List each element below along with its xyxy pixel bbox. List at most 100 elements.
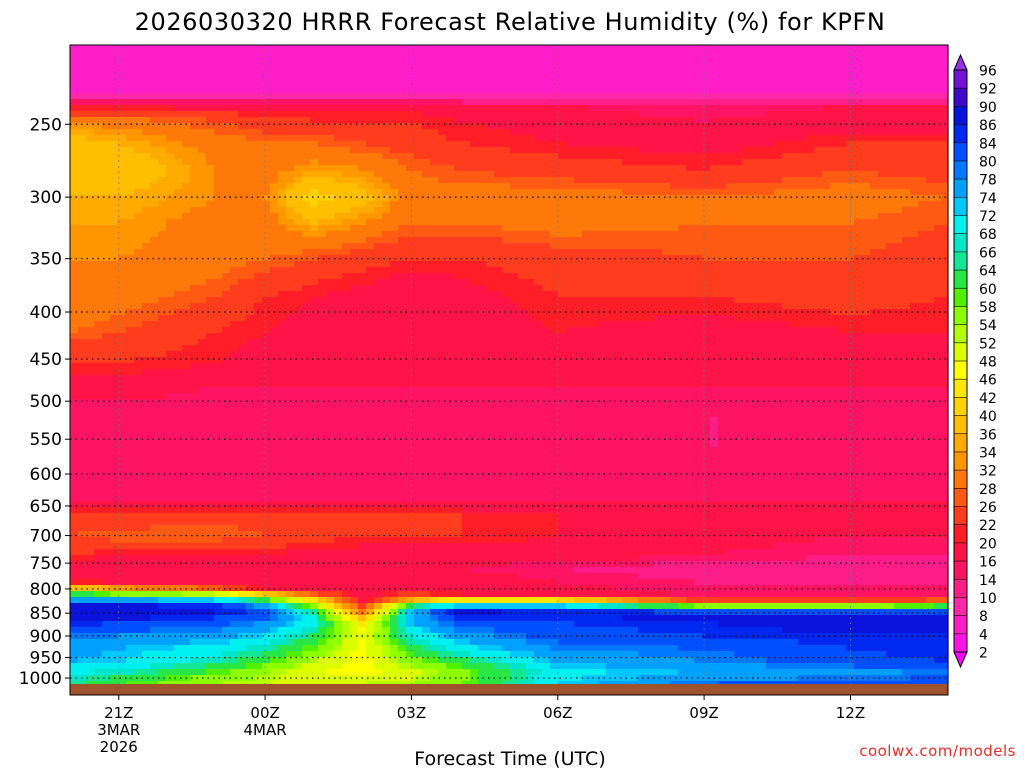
rh-cell: [126, 297, 135, 304]
rh-cell: [374, 195, 383, 202]
rh-cell: [94, 207, 103, 214]
rh-cell: [102, 537, 111, 544]
rh-cell: [438, 171, 447, 178]
rh-cell: [86, 447, 95, 454]
rh-cell: [286, 123, 295, 130]
rh-cell: [70, 375, 79, 382]
rh-cell: [350, 471, 359, 478]
rh-cell: [94, 201, 103, 208]
rh-cell: [382, 351, 391, 358]
rh-cell: [94, 393, 103, 400]
rh-cell: [206, 501, 215, 508]
rh-cell: [430, 339, 439, 346]
rh-cell: [438, 213, 447, 220]
rh-cell: [238, 159, 247, 166]
rh-cell: [86, 387, 95, 394]
rh-cell: [150, 447, 159, 454]
rh-cell: [142, 483, 151, 490]
rh-cell: [158, 51, 167, 58]
rh-cell: [414, 195, 423, 202]
rh-cell: [406, 663, 415, 670]
rh-cell: [134, 141, 143, 148]
rh-cell: [214, 393, 223, 400]
rh-cell: [414, 525, 423, 532]
rh-cell: [294, 303, 303, 310]
rh-cell: [262, 267, 271, 274]
rh-cell: [278, 147, 287, 154]
rh-cell: [430, 117, 439, 124]
rh-cell: [310, 189, 319, 196]
rh-cell: [326, 249, 335, 256]
rh-cell: [142, 249, 151, 256]
rh-cell: [430, 147, 439, 154]
rh-cell: [254, 513, 263, 520]
rh-cell: [270, 111, 279, 118]
rh-cell: [294, 429, 303, 436]
rh-cell: [78, 345, 87, 352]
rh-cell: [174, 207, 183, 214]
rh-cell: [198, 195, 207, 202]
rh-cell: [78, 651, 87, 658]
rh-cell: [294, 651, 303, 658]
rh-cell: [214, 219, 223, 226]
rh-cell: [190, 183, 199, 190]
rh-cell: [406, 69, 415, 76]
rh-cell: [78, 297, 87, 304]
rh-cell: [422, 213, 431, 220]
rh-cell: [150, 45, 159, 52]
rh-cell: [182, 495, 191, 502]
rh-cell: [414, 213, 423, 220]
rh-cell: [270, 189, 279, 196]
rh-cell: [246, 633, 255, 640]
rh-cell: [374, 513, 383, 520]
rh-cell: [286, 435, 295, 442]
rh-cell: [310, 87, 319, 94]
rh-cell: [230, 417, 239, 424]
rh-cell: [406, 495, 415, 502]
rh-cell: [374, 57, 383, 64]
rh-cell: [406, 81, 415, 88]
rh-cell: [278, 339, 287, 346]
rh-cell: [342, 591, 351, 598]
rh-cell: [238, 621, 247, 628]
rh-cell: [398, 495, 407, 502]
rh-cell: [318, 51, 327, 58]
rh-cell: [302, 531, 311, 538]
rh-cell: [414, 399, 423, 406]
rh-cell: [342, 225, 351, 232]
rh-cell: [310, 75, 319, 82]
rh-cell: [334, 327, 343, 334]
rh-cell: [70, 327, 79, 334]
rh-cell: [270, 303, 279, 310]
rh-cell: [406, 93, 415, 100]
rh-cell: [246, 195, 255, 202]
rh-cell: [246, 669, 255, 676]
rh-cell: [294, 135, 303, 142]
rh-cell: [118, 87, 127, 94]
rh-cell: [318, 567, 327, 574]
rh-cell: [230, 663, 239, 670]
rh-cell: [310, 417, 319, 424]
rh-cell: [158, 519, 167, 526]
rh-cell: [158, 141, 167, 148]
rh-cell: [318, 513, 327, 520]
rh-cell: [398, 501, 407, 508]
rh-cell: [326, 297, 335, 304]
rh-cell: [334, 195, 343, 202]
rh-cell: [350, 201, 359, 208]
rh-cell: [206, 309, 215, 316]
rh-cell: [158, 267, 167, 274]
rh-cell: [238, 189, 247, 196]
rh-cell: [334, 573, 343, 580]
rh-cell: [166, 429, 175, 436]
rh-cell: [126, 537, 135, 544]
rh-cell: [366, 381, 375, 388]
rh-cell: [366, 651, 375, 658]
rh-cell: [118, 603, 127, 610]
rh-cell: [318, 177, 327, 184]
rh-cell: [390, 195, 399, 202]
rh-cell: [262, 531, 271, 538]
rh-cell: [438, 249, 447, 256]
rh-cell: [342, 375, 351, 382]
rh-cell: [102, 381, 111, 388]
